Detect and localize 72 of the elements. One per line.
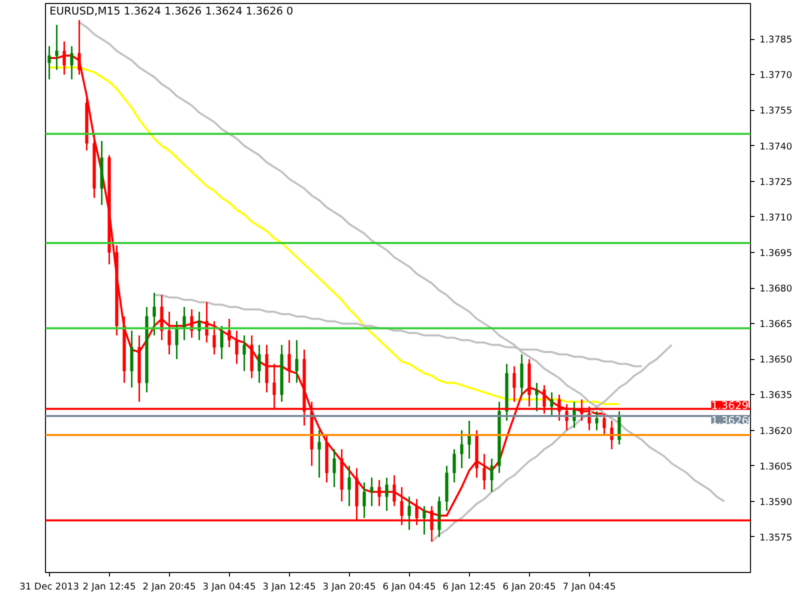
y-tick-label: 1.3680 <box>760 284 792 294</box>
candlestick <box>212 320 216 356</box>
y-tick-label: 1.3740 <box>760 141 792 152</box>
candlestick <box>490 458 494 493</box>
candlestick <box>235 330 238 365</box>
ref-line-label: 1.3626 <box>711 414 749 428</box>
x-tick-label: 2 Jan 20:45 <box>142 582 196 592</box>
y-tick-label: 1.3725 <box>760 176 792 188</box>
y-tick-label: 1.3590 <box>760 496 792 508</box>
candlestick <box>550 392 554 417</box>
candlestick <box>535 382 538 412</box>
candlestick <box>520 354 524 398</box>
candlestick <box>362 482 366 519</box>
x-tick-label: 6 Jan 12:45 <box>442 582 496 592</box>
y-tick-label: 1.3665 <box>760 319 792 330</box>
y-tick-label: 1.3785 <box>760 34 792 46</box>
y-tick-label: 1.3620 <box>760 426 792 437</box>
y-tick-label: 1.3605 <box>760 461 792 472</box>
candlestick <box>378 479 381 507</box>
y-tick-label: 1.3770 <box>760 70 792 82</box>
candlestick <box>175 320 178 360</box>
candlestick <box>152 292 156 336</box>
candlestick <box>228 318 231 348</box>
candlestick <box>318 430 321 478</box>
candlestick <box>408 496 411 531</box>
candlestick <box>190 308 194 339</box>
candlestick <box>370 476 374 507</box>
candlestick <box>468 420 471 460</box>
candlestick <box>160 294 164 341</box>
candlestick <box>205 301 208 344</box>
chart-title: EURUSD,M15 1.3624 1.3626 1.3624 1.3626 0 <box>50 4 294 18</box>
candlestick <box>48 45 51 80</box>
x-tick-label: 7 Jan 04:45 <box>562 582 616 592</box>
candlestick <box>55 24 58 71</box>
candlestick <box>512 365 516 403</box>
y-tick-label: 1.3635 <box>760 390 792 402</box>
y-tick-label: 1.3650 <box>760 354 792 366</box>
candlestick <box>392 474 396 507</box>
candlestick <box>618 410 621 446</box>
candlestick <box>258 344 261 384</box>
candlestick <box>182 306 186 341</box>
candlestick <box>460 430 464 469</box>
candlestick <box>198 310 201 341</box>
line-series <box>153 294 643 368</box>
candlestick <box>595 410 598 431</box>
candlestick <box>70 45 74 80</box>
ref-line-label: 1.3629 <box>711 398 749 412</box>
candlestick <box>422 505 426 536</box>
x-tick-label: 6 Jan 04:45 <box>382 582 436 592</box>
x-tick-label: 3 Jan 12:45 <box>262 582 316 592</box>
y-tick-label: 1.3575 <box>760 532 792 544</box>
x-tick-label: 31 Dec 2013 <box>19 582 80 592</box>
y-tick-label: 1.3710 <box>760 212 792 224</box>
x-tick-label: 3 Jan 04:45 <box>202 582 256 592</box>
candlestick <box>288 339 291 384</box>
candlestick <box>295 339 298 384</box>
x-tick-label: 2 Jan 12:45 <box>82 582 136 592</box>
x-tick-label: 3 Jan 20:45 <box>322 582 376 592</box>
candlestick <box>452 448 456 484</box>
candlestick <box>220 325 224 360</box>
x-tick-label: 6 Jan 20:45 <box>502 582 556 592</box>
candlestick <box>168 310 171 356</box>
candlestick <box>332 448 336 488</box>
candlestick <box>610 420 614 450</box>
y-tick-label: 1.3755 <box>760 106 792 117</box>
candlestick <box>482 453 486 490</box>
candlestick <box>348 465 351 507</box>
candlestick <box>385 476 388 512</box>
candlestick <box>130 330 134 388</box>
y-tick-label: 1.3695 <box>760 248 792 259</box>
candlestick <box>242 334 246 372</box>
candlestick <box>602 412 606 436</box>
